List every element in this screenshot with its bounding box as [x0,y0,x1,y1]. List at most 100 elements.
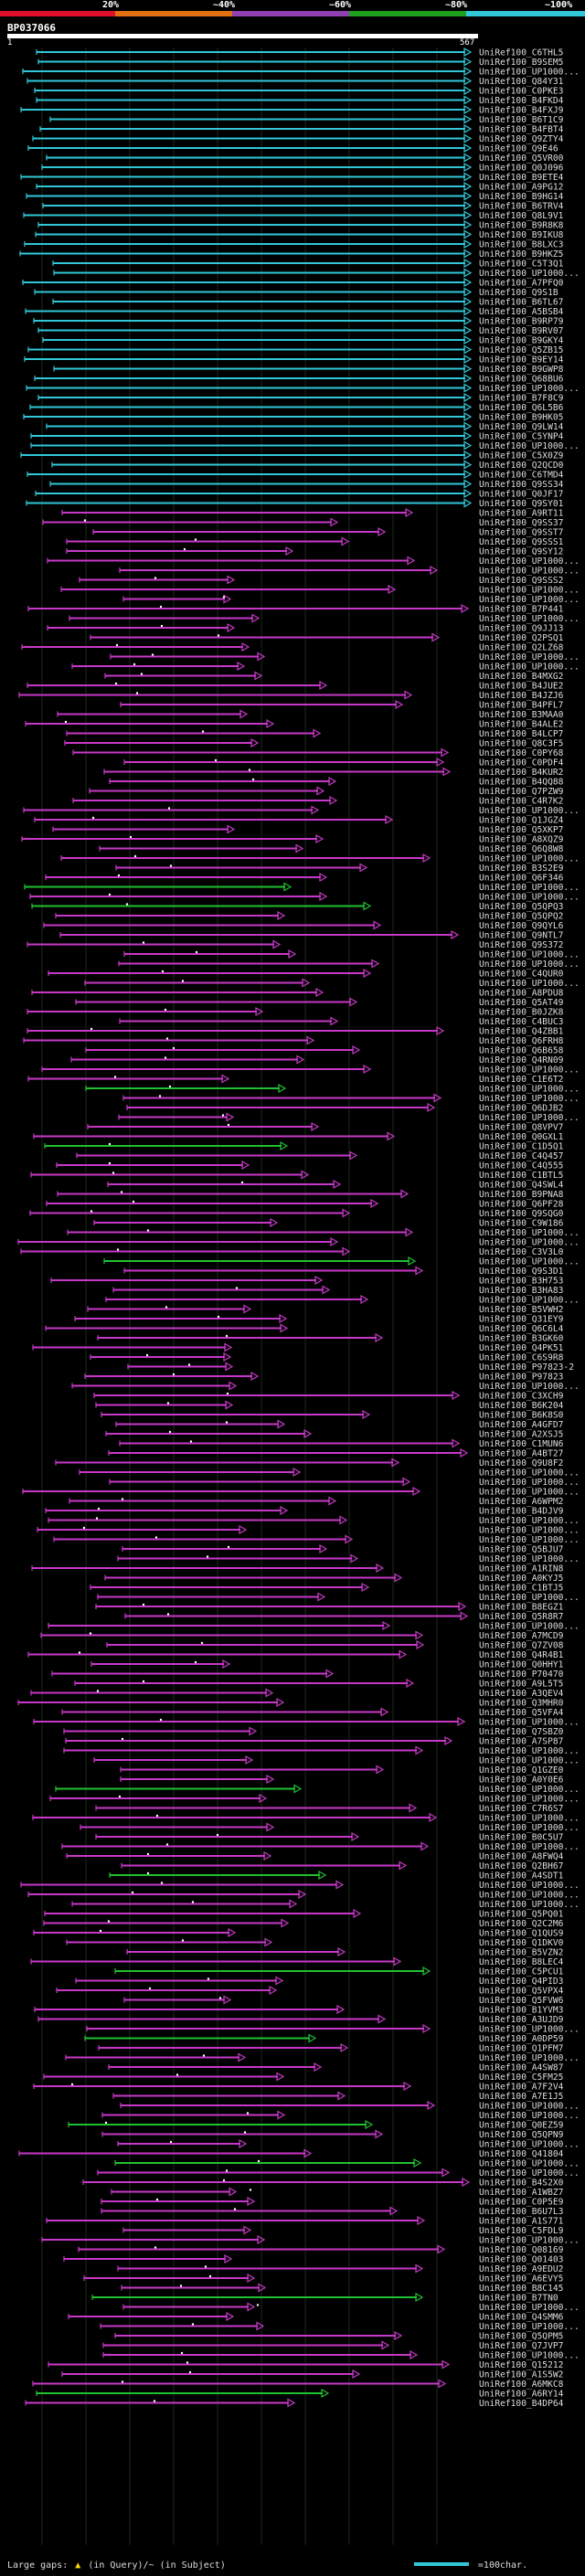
hit-label[interactable]: UniRef100_Q08169 [479,2245,564,2255]
hit-label[interactable]: UniRef100_A0DP59 [479,2034,564,2044]
hit-row[interactable]: UniRef100_B4FBT4 [39,123,564,135]
hit-row[interactable]: UniRef100_A1WBZ7 [111,2187,564,2198]
hit-label[interactable]: UniRef100_Q68BU6 [479,375,564,385]
hit-label[interactable]: UniRef100_P70470 [479,1670,564,1680]
hit-row[interactable]: UniRef100_B4FXJ9 [20,104,564,116]
hit-label[interactable]: UniRef100_UP1000... [479,68,580,78]
hit-row[interactable]: UniRef100_Q9U8F2 [55,1458,563,1468]
hit-label[interactable]: UniRef100_B7F8C9 [479,394,564,404]
hit-row[interactable]: UniRef100_Q08169 [78,2244,564,2255]
hit-row[interactable]: UniRef100_Q0J096 [41,162,564,174]
hit-label[interactable]: UniRef100_UP1000... [479,1085,580,1095]
hit-label[interactable]: UniRef100_UP1000... [479,1468,580,1479]
hit-row[interactable]: UniRef100_B8EGZ1 [95,1601,564,1613]
hit-row[interactable]: UniRef100_UP1000... [97,2168,580,2178]
hit-row[interactable]: UniRef100_B9IKU8 [35,229,564,240]
hit-label[interactable]: UniRef100_B4FXJ9 [479,106,564,116]
hit-label[interactable]: UniRef100_A9EDU2 [479,2264,563,2274]
hit-label[interactable]: UniRef100_Q1DKV0 [479,1938,564,1948]
hit-row[interactable]: UniRef100_UP1000... [84,978,580,989]
hit-label[interactable]: UniRef100_A0Y0E6 [479,1776,564,1786]
hit-row[interactable]: UniRef100_Q5AT49 [75,997,564,1008]
hit-row[interactable]: UniRef100_B7P441 [27,603,564,615]
hit-row[interactable]: UniRef100_UP1000... [71,661,580,673]
hit-row[interactable]: UniRef100_A4GFD7 [115,1419,564,1430]
hit-row[interactable]: UniRef100_A0DP59 [84,2033,564,2044]
hit-row[interactable]: UniRef100_C6THL5 [36,48,563,58]
hit-row[interactable]: UniRef100_UP1000... [105,1294,580,1306]
hit-row[interactable]: UniRef100_C7R6S7 [95,1803,564,1814]
hit-row[interactable]: UniRef100_Q9SST7 [92,526,564,538]
hit-label[interactable]: UniRef100_C5X0Z9 [479,451,564,461]
hit-label[interactable]: UniRef100_Q9QYL6 [479,921,564,931]
hit-label[interactable]: UniRef100_Q9S1B [479,288,558,298]
hit-row[interactable]: UniRef100_UP1000... [61,1841,580,1852]
hit-label[interactable]: UniRef100_A4SW87 [479,2063,564,2073]
hit-label[interactable]: UniRef100_B1YVM3 [479,2006,564,2016]
hit-row[interactable]: UniRef100_UP1000... [41,1064,580,1076]
hit-row[interactable]: UniRef100_A4SW87 [108,2062,564,2073]
hit-label[interactable]: UniRef100_Q9SS37 [479,518,564,528]
hit-row[interactable]: UniRef100_UP1000... [122,1093,580,1104]
hit-row[interactable]: UniRef100_B9PNA8 [57,1189,564,1200]
hit-row[interactable]: UniRef100_B9SEM5 [37,57,563,68]
hit-row[interactable]: UniRef100_UP1000... [22,66,580,78]
hit-label[interactable]: UniRef100_UP1000... [479,652,580,663]
hit-row[interactable]: UniRef100_B6K204 [95,1400,564,1411]
hit-row[interactable]: UniRef100_UP1000... [24,882,580,893]
hit-row[interactable]: UniRef100_UP1000... [93,1754,580,1766]
hit-label[interactable]: UniRef100_Q5QPM5 [479,2332,563,2342]
hit-row[interactable]: UniRef100_B6TL67 [52,296,564,308]
hit-row[interactable]: UniRef100_Q9E46 [27,143,558,154]
hit-row[interactable]: UniRef100_B4LCP7 [66,728,564,739]
hit-label[interactable]: UniRef100_Q01403 [479,2255,564,2265]
hit-row[interactable]: UniRef100_C9W186 [93,1217,564,1229]
hit-row[interactable]: UniRef100_Q7PZW9 [89,786,564,797]
hit-row[interactable]: UniRef100_UP1000... [55,1784,580,1795]
hit-row[interactable]: UniRef100_C4BUC3 [119,1016,564,1027]
hit-label[interactable]: UniRef100_UP1000... [479,1842,580,1852]
hit-row[interactable]: UniRef100_Q9QYL6 [43,920,564,931]
hit-row[interactable]: UniRef100_UP1000... [30,440,580,451]
hit-label[interactable]: UniRef100_UP1000... [479,1622,580,1632]
hit-label[interactable]: UniRef100_Q6F346 [479,874,564,884]
hit-label[interactable]: UniRef100_B9HG14 [479,192,564,202]
hit-row[interactable]: UniRef100_UP1000... [79,1467,580,1479]
hit-label[interactable]: UniRef100_B3S2E9 [479,864,564,874]
hit-row[interactable]: UniRef100_UP1000... [27,1889,580,1901]
hit-row[interactable]: UniRef100_UP1000... [65,2052,580,2063]
hit-label[interactable]: UniRef100_B9ETE4 [479,173,564,183]
hit-row[interactable]: UniRef100_A7PFQ0 [22,277,564,289]
hit-row[interactable]: UniRef100_P97823-2 [127,1362,574,1373]
hit-row[interactable]: UniRef100_UP1000... [101,2110,580,2121]
hit-row[interactable]: UniRef100_Q9SS34 [49,479,564,490]
hit-label[interactable]: UniRef100_A8FWQ4 [479,1852,564,1862]
hit-label[interactable]: UniRef100_B9EY14 [479,355,564,366]
hit-row[interactable]: UniRef100_A7F2V4 [33,2081,564,2093]
hit-label[interactable]: UniRef100_B7TN0 [479,2294,558,2304]
hit-row[interactable]: UniRef100_UP1000... [71,1899,580,1910]
hit-label[interactable]: UniRef100_UP1000... [479,854,580,864]
hit-label[interactable]: UniRef100_Q0EZ59 [479,2121,564,2131]
hit-label[interactable]: UniRef100_Q6PF28 [479,1200,564,1210]
hit-row[interactable]: UniRef100_UP1000... [122,2302,580,2313]
hit-label[interactable]: UniRef100_Q1PFM7 [479,2044,564,2054]
hit-label[interactable]: UniRef100_B7P441 [479,605,564,615]
hit-label[interactable]: UniRef100_Q9SSS1 [479,537,564,547]
hit-row[interactable]: UniRef100_A1S5W2 [61,2369,563,2380]
hit-row[interactable]: UniRef100_A1RIN8 [31,1563,564,1574]
hit-label[interactable]: UniRef100_B8LXC3 [479,240,564,250]
hit-label[interactable]: UniRef100_A7SP87 [479,1737,564,1747]
hit-row[interactable]: UniRef100_C3XCH9 [93,1390,564,1402]
hit-row[interactable]: UniRef100_Q6F346 [45,872,564,884]
hit-label[interactable]: UniRef100_A3QEV4 [479,1689,564,1699]
hit-label[interactable]: UniRef100_B4QQ88 [479,778,564,788]
hit-row[interactable]: UniRef100_A0Y0E6 [120,1774,564,1786]
hit-row[interactable]: UniRef100_UP1000... [103,1256,580,1267]
hit-row[interactable]: UniRef100_Q9SQG0 [29,1208,564,1219]
hit-row[interactable]: UniRef100_UP1000... [37,1524,580,1536]
hit-row[interactable]: UniRef100_C1MUN6 [119,1438,564,1449]
hit-row[interactable]: UniRef100_B1YVM3 [34,2004,564,2016]
hit-label[interactable]: UniRef100_C0PKE3 [479,87,564,97]
hit-row[interactable]: UniRef100_B4JUE2 [27,680,563,692]
